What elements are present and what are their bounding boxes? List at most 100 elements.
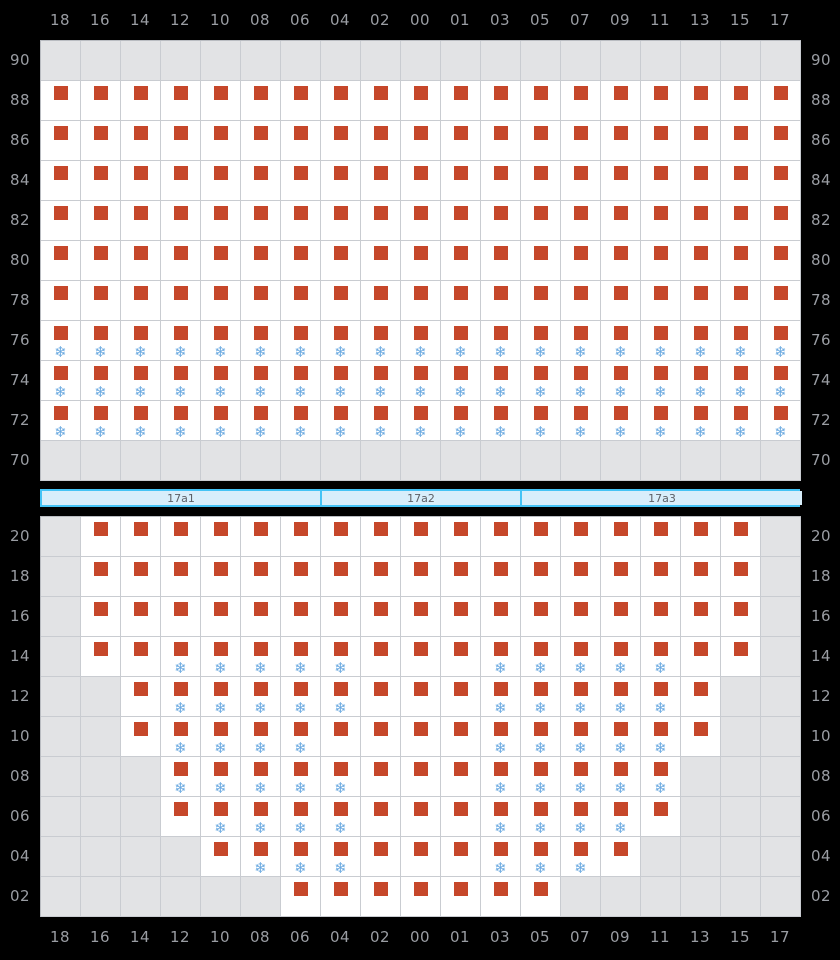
seat-cell-20-11[interactable] xyxy=(641,517,681,557)
seat-cell-72-03[interactable]: ❄ xyxy=(481,401,521,441)
seat-cell-04-04[interactable]: ❄ xyxy=(321,837,361,877)
seat-cell-18-14[interactable] xyxy=(121,557,161,597)
seat-cell-74-15[interactable]: ❄ xyxy=(721,361,761,401)
seat-cell-16-10[interactable] xyxy=(201,597,241,637)
seat-cell-12-00[interactable] xyxy=(401,677,441,717)
seat-cell-20-16[interactable] xyxy=(81,517,121,557)
seat-cell-20-15[interactable] xyxy=(721,517,761,557)
seat-cell-16-08[interactable] xyxy=(241,597,281,637)
seat-cell-18-04[interactable] xyxy=(321,557,361,597)
section-segment-17a3[interactable]: 17a3 xyxy=(522,491,802,505)
seat-cell-86-06[interactable] xyxy=(281,121,321,161)
seat-cell-74-02[interactable]: ❄ xyxy=(361,361,401,401)
seat-cell-18-03[interactable] xyxy=(481,557,521,597)
seat-cell-88-05[interactable] xyxy=(521,81,561,121)
seat-cell-78-02[interactable] xyxy=(361,281,401,321)
seat-cell-72-00[interactable]: ❄ xyxy=(401,401,441,441)
seat-cell-20-09[interactable] xyxy=(601,517,641,557)
seat-cell-74-06[interactable]: ❄ xyxy=(281,361,321,401)
seat-cell-74-12[interactable]: ❄ xyxy=(161,361,201,401)
seat-cell-72-18[interactable]: ❄ xyxy=(41,401,81,441)
seat-cell-80-18[interactable] xyxy=(41,241,81,281)
seat-cell-18-00[interactable] xyxy=(401,557,441,597)
seat-cell-12-03[interactable]: ❄ xyxy=(481,677,521,717)
section-segment-17a2[interactable]: 17a2 xyxy=(322,491,522,505)
seat-cell-14-04[interactable]: ❄ xyxy=(321,637,361,677)
seat-cell-16-06[interactable] xyxy=(281,597,321,637)
seat-cell-84-13[interactable] xyxy=(681,161,721,201)
seat-cell-16-00[interactable] xyxy=(401,597,441,637)
seat-cell-82-11[interactable] xyxy=(641,201,681,241)
seat-cell-72-05[interactable]: ❄ xyxy=(521,401,561,441)
seat-cell-80-01[interactable] xyxy=(441,241,481,281)
seat-cell-10-00[interactable] xyxy=(401,717,441,757)
seat-cell-08-05[interactable]: ❄ xyxy=(521,757,561,797)
seat-cell-72-16[interactable]: ❄ xyxy=(81,401,121,441)
seat-cell-74-09[interactable]: ❄ xyxy=(601,361,641,401)
bottom-seat-grid[interactable]: ❄ ❄ ❄ ❄ ❄ ❄ ❄ ❄ ❄ ❄ ❄ ❄ ❄ ❄ ❄ ❄ ❄ ❄ ❄ ❄ ❄ ❄ ❄ ❄ ❄ ❄ ❄ ❄ ❄ ❄ ❄ ❄ ❄ ❄ ❄ ❄ ❄ ❄ ❄ ❄… xyxy=(40,516,801,917)
seat-cell-18-09[interactable] xyxy=(601,557,641,597)
seat-cell-10-12[interactable]: ❄ xyxy=(161,717,201,757)
seat-cell-78-11[interactable] xyxy=(641,281,681,321)
seat-cell-84-03[interactable] xyxy=(481,161,521,201)
seat-cell-82-02[interactable] xyxy=(361,201,401,241)
seat-cell-80-14[interactable] xyxy=(121,241,161,281)
seat-cell-10-07[interactable]: ❄ xyxy=(561,717,601,757)
seat-cell-20-13[interactable] xyxy=(681,517,721,557)
seat-cell-84-07[interactable] xyxy=(561,161,601,201)
seat-cell-82-18[interactable] xyxy=(41,201,81,241)
seat-cell-76-11[interactable]: ❄ xyxy=(641,321,681,361)
seat-cell-76-04[interactable]: ❄ xyxy=(321,321,361,361)
seat-cell-78-13[interactable] xyxy=(681,281,721,321)
seat-cell-76-07[interactable]: ❄ xyxy=(561,321,601,361)
seat-cell-14-11[interactable]: ❄ xyxy=(641,637,681,677)
seat-cell-08-03[interactable]: ❄ xyxy=(481,757,521,797)
seat-cell-14-15[interactable] xyxy=(721,637,761,677)
seat-cell-12-07[interactable]: ❄ xyxy=(561,677,601,717)
seat-cell-86-00[interactable] xyxy=(401,121,441,161)
seat-cell-10-09[interactable]: ❄ xyxy=(601,717,641,757)
seat-cell-86-07[interactable] xyxy=(561,121,601,161)
seat-cell-06-09[interactable]: ❄ xyxy=(601,797,641,837)
seat-cell-06-05[interactable]: ❄ xyxy=(521,797,561,837)
seat-cell-78-03[interactable] xyxy=(481,281,521,321)
seat-cell-86-08[interactable] xyxy=(241,121,281,161)
seat-cell-10-13[interactable] xyxy=(681,717,721,757)
seat-cell-72-08[interactable]: ❄ xyxy=(241,401,281,441)
seat-cell-78-06[interactable] xyxy=(281,281,321,321)
seat-cell-06-06[interactable]: ❄ xyxy=(281,797,321,837)
seat-cell-82-16[interactable] xyxy=(81,201,121,241)
seat-cell-86-01[interactable] xyxy=(441,121,481,161)
seat-cell-80-10[interactable] xyxy=(201,241,241,281)
seat-cell-12-13[interactable] xyxy=(681,677,721,717)
seat-cell-82-14[interactable] xyxy=(121,201,161,241)
seat-cell-88-16[interactable] xyxy=(81,81,121,121)
seat-cell-12-01[interactable] xyxy=(441,677,481,717)
seat-cell-14-06[interactable]: ❄ xyxy=(281,637,321,677)
seat-cell-20-02[interactable] xyxy=(361,517,401,557)
seat-cell-86-09[interactable] xyxy=(601,121,641,161)
seat-cell-84-05[interactable] xyxy=(521,161,561,201)
seat-cell-74-17[interactable]: ❄ xyxy=(761,361,801,401)
seat-cell-88-07[interactable] xyxy=(561,81,601,121)
seat-cell-18-12[interactable] xyxy=(161,557,201,597)
seat-cell-74-13[interactable]: ❄ xyxy=(681,361,721,401)
seat-cell-16-11[interactable] xyxy=(641,597,681,637)
seat-cell-04-01[interactable] xyxy=(441,837,481,877)
seat-cell-76-12[interactable]: ❄ xyxy=(161,321,201,361)
seat-cell-06-11[interactable] xyxy=(641,797,681,837)
seat-cell-82-04[interactable] xyxy=(321,201,361,241)
seat-cell-76-16[interactable]: ❄ xyxy=(81,321,121,361)
seat-cell-12-05[interactable]: ❄ xyxy=(521,677,561,717)
seat-cell-10-06[interactable]: ❄ xyxy=(281,717,321,757)
seat-cell-84-10[interactable] xyxy=(201,161,241,201)
seat-cell-86-13[interactable] xyxy=(681,121,721,161)
seat-cell-20-07[interactable] xyxy=(561,517,601,557)
seat-cell-80-05[interactable] xyxy=(521,241,561,281)
seat-cell-76-15[interactable]: ❄ xyxy=(721,321,761,361)
seat-cell-84-16[interactable] xyxy=(81,161,121,201)
seat-cell-86-12[interactable] xyxy=(161,121,201,161)
seat-cell-80-08[interactable] xyxy=(241,241,281,281)
seat-cell-18-06[interactable] xyxy=(281,557,321,597)
seat-cell-14-00[interactable] xyxy=(401,637,441,677)
